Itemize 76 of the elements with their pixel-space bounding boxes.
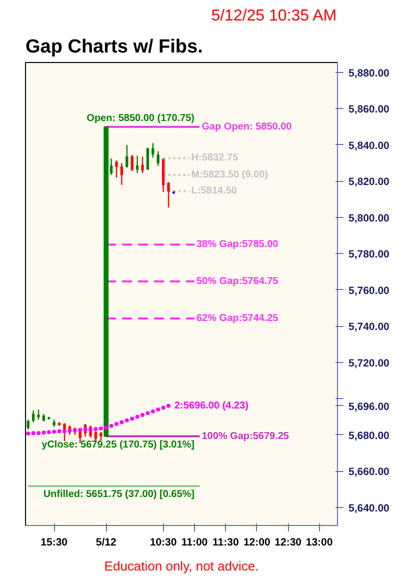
x-tick-label: 12:00: [243, 536, 270, 548]
point: [130, 416, 134, 421]
y-tick-label: 5,680.00: [348, 430, 390, 442]
y-tick-label: 5,760.00: [348, 284, 390, 297]
candlestick: [126, 144, 128, 168]
annotation: Open: 5850.00 (170.75): [86, 112, 195, 124]
point: [36, 431, 40, 436]
candlestick: [156, 150, 160, 166]
point: [62, 429, 66, 434]
point: [124, 418, 129, 422]
point: [68, 428, 72, 433]
x-tick-label: 5/12: [96, 536, 116, 548]
y-tick-label: 5,740.00: [348, 321, 390, 334]
y-tick-label: 5,840.00: [348, 140, 390, 152]
x-tick-label: 15:30: [40, 536, 68, 548]
series-label: 38% Gap:5785.00: [196, 239, 279, 250]
point: [98, 426, 103, 431]
annotation: Unfilled: 5651.75 (37.00) [0.65%]: [43, 489, 195, 500]
series-label: 50% Gap:5764.75: [196, 276, 279, 287]
point: [88, 427, 92, 432]
point: [114, 422, 118, 426]
point: [166, 404, 170, 408]
point: [42, 430, 46, 435]
point: [156, 408, 160, 412]
x-tick-label: 10:30: [150, 536, 177, 548]
y-tick-label: 5,860.00: [348, 104, 390, 116]
x-tick-label: 13:00: [306, 536, 333, 548]
y-tick-label: 5,800.00: [348, 212, 390, 224]
annotation: yClose: 5679.25 (170.75) [3.01%]: [42, 439, 195, 450]
point: [78, 428, 82, 432]
y-tick-label: 5,660.00: [348, 466, 390, 478]
y-tick-label: 5,640.00: [348, 502, 390, 514]
candlestick: [120, 162, 124, 186]
series-label: Gap Open: 5850.00: [202, 121, 292, 132]
candlestick: [32, 410, 35, 423]
series-label: 2:5696.00 (4.23): [174, 400, 248, 412]
candlestick: [141, 156, 144, 174]
point: [46, 430, 51, 434]
x-tick-label: 12:30: [274, 536, 302, 548]
candlestick: [26, 418, 30, 430]
candlestick: [115, 160, 118, 178]
point: [83, 427, 88, 432]
chart-title: Gap Charts w/ Fibs.: [26, 36, 203, 58]
point: [161, 406, 166, 410]
point: [52, 430, 56, 434]
series-label: 100% Gap:5679.25: [202, 430, 290, 442]
x-tick-label: 11:30: [212, 536, 239, 548]
point: [104, 426, 108, 430]
chart-subtitle: 5/12/25 10:35 AM: [211, 8, 337, 24]
series-label: M:5823.50 (9.00): [191, 169, 268, 180]
y-tick-label: 5,780.00: [348, 248, 390, 261]
text: Education only, not advice.: [104, 558, 259, 574]
y-tick-label: 5,820.00: [348, 176, 390, 188]
point: [120, 420, 124, 424]
point: [146, 411, 150, 416]
point: [57, 429, 62, 434]
y-tick-label: 5,880.00: [348, 67, 390, 80]
series-label: H:5832.75: [191, 152, 238, 164]
x-tick-label: 11:00: [181, 536, 208, 548]
point: [31, 431, 36, 436]
point: [150, 409, 155, 414]
candlestick: [37, 408, 40, 420]
point: [135, 414, 140, 419]
candlestick: [167, 182, 170, 208]
point: [140, 412, 144, 417]
point: [26, 432, 30, 436]
candlestick: [146, 147, 150, 170]
candlestick: [136, 155, 139, 174]
candlestick: [152, 142, 154, 158]
series-label: L:5814.50: [191, 186, 238, 197]
candlestick: [130, 154, 134, 172]
y-tick-label: 5,720.00: [348, 357, 390, 370]
point: [109, 424, 114, 428]
point: [94, 427, 98, 431]
series-label: 62% Gap:5744.25: [196, 312, 279, 324]
y-tick-label: 5,696.00: [348, 400, 390, 413]
